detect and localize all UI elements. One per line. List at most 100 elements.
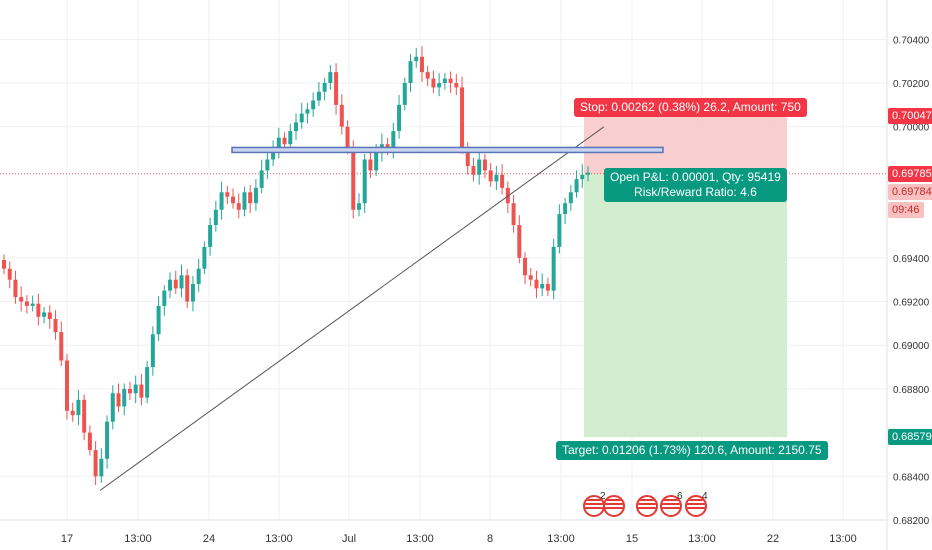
- candle-body: [36, 303, 41, 317]
- x-tick-label: 13:00: [406, 533, 434, 545]
- candle-body: [500, 174, 505, 188]
- candle-body: [242, 192, 247, 210]
- candle-body: [402, 83, 407, 105]
- candle-body: [19, 297, 24, 302]
- x-tick-label: 13:00: [547, 533, 575, 545]
- event-count: 4: [702, 491, 708, 502]
- candle-body: [7, 268, 12, 280]
- candle-body: [551, 246, 556, 291]
- candle-body: [511, 203, 516, 226]
- candle-body: [150, 334, 155, 368]
- candle-body: [488, 170, 493, 182]
- candle-body: [70, 410, 75, 416]
- candle-body: [305, 109, 310, 114]
- candle-body: [271, 148, 276, 160]
- candle-body: [105, 421, 110, 459]
- economic-event-flag-icon[interactable]: [636, 495, 658, 517]
- candle-body: [196, 268, 201, 285]
- candle-body: [408, 61, 413, 84]
- x-tick-label: 17: [61, 533, 73, 545]
- candle-body: [460, 87, 465, 149]
- y-tick-label: 0.69200: [893, 298, 930, 309]
- candle-body: [339, 104, 344, 127]
- candle-body: [265, 159, 270, 171]
- event-count: 2: [600, 491, 606, 502]
- horizontal-level: [231, 146, 664, 154]
- candle-body: [87, 432, 92, 451]
- candle-body: [122, 388, 127, 407]
- candle-body: [231, 196, 236, 204]
- candle-body: [299, 113, 304, 123]
- candle-body: [145, 367, 150, 398]
- candle-body: [47, 312, 52, 319]
- candle-body: [391, 131, 396, 149]
- target-label: Target: 0.01206 (1.73%) 120.6, Amount: 2…: [556, 441, 828, 460]
- candle-body: [356, 203, 361, 210]
- stop-label: Stop: 0.00262 (0.38%) 26.2, Amount: 750: [574, 98, 807, 117]
- open-pnl-text: Open P&L: 0.00001, Qty: 95419: [610, 170, 781, 184]
- candle-body: [334, 72, 339, 105]
- countdown-tag: 09:46: [888, 201, 924, 218]
- candle-body: [385, 144, 390, 149]
- candle-body: [59, 332, 64, 361]
- candle-body: [64, 360, 69, 411]
- candle-body: [116, 393, 121, 407]
- candle-body: [563, 203, 568, 215]
- candle-body: [316, 91, 321, 101]
- trendline: [99, 126, 605, 491]
- x-tick-label: 13:00: [124, 533, 152, 545]
- y-tick-label: 0.70200: [893, 79, 930, 90]
- event-count: 6: [677, 491, 683, 502]
- candle-body: [311, 100, 316, 110]
- y-tick-label: 0.70400: [893, 35, 930, 46]
- candle-body: [580, 174, 585, 180]
- target-zone: [584, 173, 787, 438]
- y-tick-label: 0.70000: [893, 123, 930, 134]
- candle-body: [557, 214, 562, 247]
- candle-body: [437, 83, 442, 88]
- x-tick-label: 13:00: [688, 533, 716, 545]
- candle-body: [419, 56, 424, 73]
- x-tick-label: 13:00: [829, 533, 857, 545]
- economic-event-flag-icon[interactable]: [685, 495, 707, 517]
- candle-body: [288, 131, 293, 145]
- candle-body: [482, 159, 487, 171]
- candle-body: [368, 159, 373, 171]
- candle-body: [351, 148, 356, 210]
- candle-body: [253, 187, 258, 204]
- x-tick-label: 8: [487, 533, 493, 545]
- candle-body: [414, 56, 419, 62]
- x-tick-label: 22: [767, 533, 779, 545]
- candle-body: [30, 303, 35, 306]
- candle-body: [276, 137, 281, 149]
- candle-body: [219, 192, 224, 210]
- candle-body: [42, 312, 47, 317]
- candle-body: [133, 384, 138, 394]
- candle-body: [259, 170, 264, 188]
- candle-body: [494, 174, 499, 182]
- entry-price-tag: 0.69784: [888, 183, 932, 200]
- candle-body: [374, 152, 379, 171]
- candle-body: [454, 83, 459, 88]
- candle-body: [202, 246, 207, 269]
- x-tick-label: Jul: [342, 533, 356, 545]
- candle-body: [586, 172, 590, 175]
- candle-body: [528, 275, 533, 280]
- candle-body: [397, 104, 402, 132]
- y-tick-label: 0.68200: [893, 516, 930, 527]
- candle-body: [425, 72, 430, 79]
- target-price-tag: 0.68579: [888, 429, 932, 446]
- economic-event-flag-icon[interactable]: [660, 495, 682, 517]
- candle-body: [13, 279, 18, 298]
- candle-body: [523, 257, 528, 276]
- candle-body: [545, 284, 550, 291]
- open-pnl-label: Open P&L: 0.00001, Qty: 95419 Risk/Rewar…: [604, 168, 787, 202]
- economic-event-flag-icon[interactable]: [603, 495, 625, 517]
- current-price-tag: 0.69785: [888, 165, 932, 182]
- candle-body: [517, 225, 522, 258]
- candle-body: [322, 83, 327, 92]
- x-tick-label: 24: [203, 533, 215, 545]
- candle-body: [448, 78, 453, 84]
- candle-body: [534, 279, 539, 289]
